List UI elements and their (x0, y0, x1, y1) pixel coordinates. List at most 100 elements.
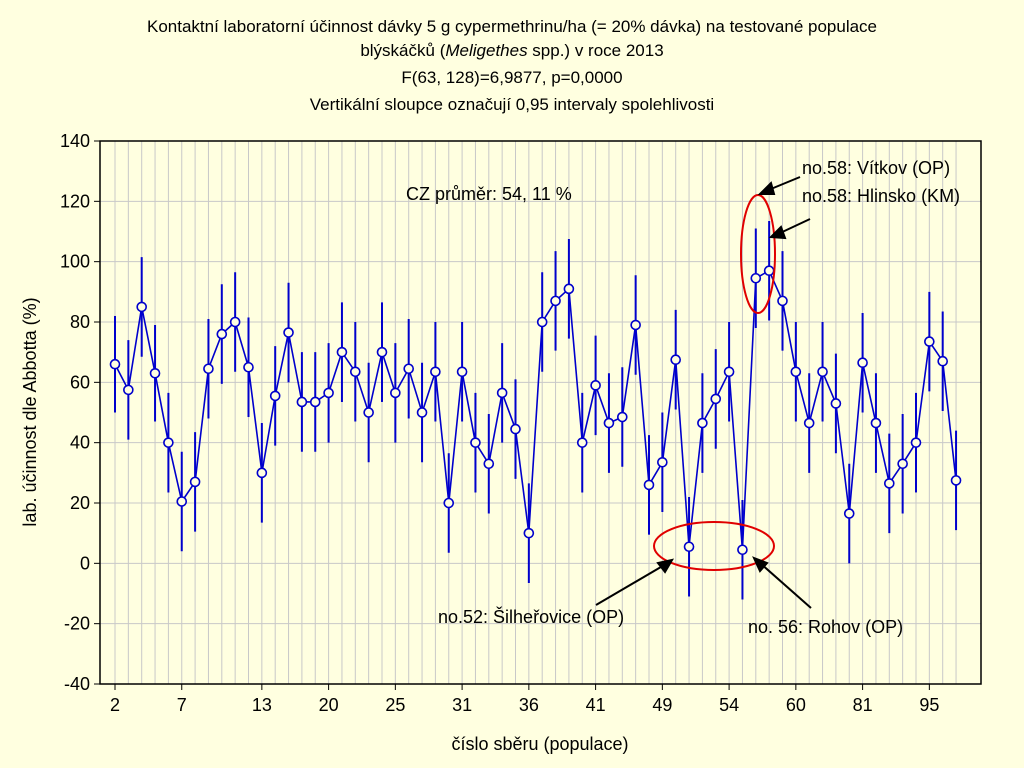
data-point (443, 497, 455, 509)
y-tick-label: 20 (70, 493, 90, 513)
x-axis-ticks: 2 7 13 20 25 31 36 41 49 54 60 81 95 (110, 684, 939, 715)
data-point (123, 384, 134, 396)
title-line-2-italic: Meligethes (445, 41, 528, 60)
title-line-1: Kontaktní laboratorní účinnost dávky 5 g… (147, 17, 877, 36)
arrow-silherovice (595, 563, 667, 606)
data-point (777, 295, 788, 307)
data-point (750, 272, 762, 284)
x-tick-label: 41 (586, 695, 606, 715)
data-point (830, 398, 842, 409)
x-tick-label: 31 (452, 695, 472, 715)
x-axis-label: číslo sběru (populace) (451, 734, 628, 754)
data-point (269, 390, 281, 402)
x-tick-label: 81 (853, 695, 873, 715)
data-point (349, 366, 361, 378)
x-tick-label: 49 (652, 695, 672, 715)
y-tick-label: 80 (70, 312, 90, 332)
y-tick-label: -20 (64, 614, 90, 634)
data-point (870, 417, 882, 429)
data-point (136, 301, 147, 313)
data-point (283, 327, 294, 338)
data-point (924, 336, 935, 347)
y-tick-label: 0 (80, 553, 90, 573)
title-line-2-start: blýskáčků ( (360, 41, 445, 60)
annotations: CZ průměr: 54, 11 % no.58: Vítkov (OP) n… (406, 158, 960, 637)
x-tick-label: 95 (919, 695, 939, 715)
chart-title: Kontaktní laboratorní účinnost dávky 5 g… (147, 17, 877, 114)
y-tick-label: 60 (70, 372, 90, 392)
x-tick-label: 25 (385, 695, 405, 715)
x-tick-label: 60 (786, 695, 806, 715)
data-point (643, 479, 655, 491)
data-point (203, 363, 214, 375)
data-point (790, 366, 802, 378)
data-point (550, 295, 561, 307)
data-point (323, 387, 334, 399)
data-point (470, 437, 481, 448)
title-line-2-end: spp.) v roce 2013 (528, 41, 664, 60)
y-tick-label: 140 (60, 131, 90, 151)
plot-frame (99, 140, 982, 685)
data-point (697, 417, 708, 429)
data-point (510, 423, 521, 435)
data-point (216, 328, 228, 340)
data-point (390, 387, 401, 399)
data-point (189, 476, 201, 488)
plot-area (100, 141, 981, 684)
annotation-arrows (595, 176, 812, 609)
data-point (430, 366, 441, 378)
data-point (496, 387, 508, 399)
data-point (950, 475, 962, 486)
data-point (763, 265, 775, 277)
arrow-vitkov-head (757, 181, 776, 195)
data-point (630, 319, 641, 331)
data-point (710, 393, 722, 405)
title-line-2: blýskáčků (Meligethes spp.) v roce 2013 (360, 41, 663, 60)
data-point (737, 544, 748, 556)
arrow-rohov (759, 562, 812, 609)
data-point (937, 355, 949, 367)
data-point (883, 478, 895, 489)
data-point (723, 366, 735, 378)
data-point (256, 467, 268, 479)
data-point (683, 541, 695, 553)
rohov-label: no. 56: Rohov (OP) (748, 617, 903, 637)
data-point (229, 316, 241, 328)
arrow-silherovice-head (656, 558, 675, 574)
arrow-rohov-head (752, 556, 769, 573)
y-axis-ticks: -40 -20 0 20 40 60 80 100 120 140 (60, 131, 100, 694)
data-point (243, 361, 254, 373)
data-point (109, 358, 121, 370)
data-points (109, 265, 962, 556)
x-tick-label: 20 (319, 695, 339, 715)
data-point (296, 396, 308, 408)
data-point (910, 437, 922, 448)
vitkov-label: no.58: Vítkov (OP) (802, 158, 950, 178)
data-point (603, 417, 615, 429)
data-point (163, 437, 174, 448)
y-tick-label: -40 (64, 674, 90, 694)
data-point (483, 458, 495, 470)
data-point (376, 346, 388, 358)
data-point (803, 417, 815, 429)
title-line-3: F(63, 128)=6,9877, p=0,0000 (401, 68, 622, 87)
data-point (403, 363, 415, 375)
data-point (670, 354, 682, 366)
data-point (897, 458, 908, 470)
y-axis-label: lab. účinnost dle Abbotta (%) (20, 297, 40, 526)
title-line-4: Vertikální sloupce označují 0,95 interva… (310, 95, 714, 114)
data-point (336, 346, 348, 358)
x-tick-label: 2 (110, 695, 120, 715)
data-point (657, 456, 668, 468)
y-tick-label: 40 (70, 433, 90, 453)
data-point (590, 380, 601, 391)
series-line (114, 269, 957, 550)
data-point (616, 411, 628, 423)
highlight-ellipse-bottom (653, 521, 775, 571)
series-line-group (114, 269, 957, 550)
data-point (309, 396, 321, 408)
data-point (817, 366, 828, 378)
arrow-hlinsko-head (768, 225, 787, 240)
data-point (363, 407, 374, 418)
data-point (563, 283, 575, 295)
